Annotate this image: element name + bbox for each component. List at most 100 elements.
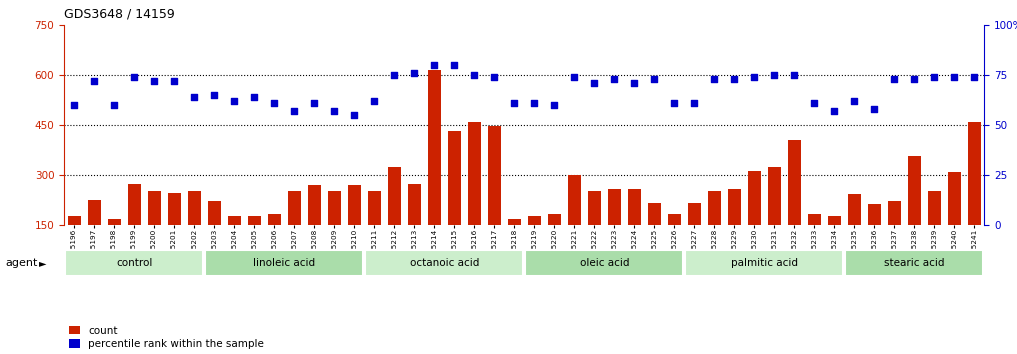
Text: linoleic acid: linoleic acid <box>253 258 315 268</box>
Point <box>126 74 142 80</box>
Bar <box>868 204 881 275</box>
Bar <box>687 203 701 275</box>
Point <box>806 100 823 105</box>
Point <box>246 94 262 99</box>
Point <box>346 112 362 118</box>
Bar <box>428 70 440 275</box>
Bar <box>108 219 121 275</box>
Bar <box>807 214 821 275</box>
Point <box>506 100 523 105</box>
Bar <box>348 185 361 275</box>
Point <box>946 74 962 80</box>
Bar <box>528 216 541 275</box>
Point <box>406 70 422 76</box>
Point <box>366 98 382 104</box>
Point <box>526 100 542 105</box>
Bar <box>365 250 524 275</box>
Bar <box>408 184 421 275</box>
Point <box>626 80 643 86</box>
Point <box>106 102 122 108</box>
Point <box>206 92 223 98</box>
Bar <box>728 189 740 275</box>
Text: GDS3648 / 14159: GDS3648 / 14159 <box>64 8 175 21</box>
Point <box>826 108 842 114</box>
Point <box>686 100 703 105</box>
Bar <box>65 250 203 275</box>
Point <box>766 72 782 78</box>
Point <box>786 72 802 78</box>
Text: ►: ► <box>39 258 46 268</box>
Bar <box>308 185 320 275</box>
Bar <box>288 192 301 275</box>
Point <box>706 76 722 82</box>
Point <box>326 108 343 114</box>
Point <box>466 72 482 78</box>
Bar <box>608 189 620 275</box>
Bar <box>488 126 500 275</box>
Point <box>746 74 763 80</box>
Bar <box>228 216 241 275</box>
Bar <box>685 250 843 275</box>
Text: agent: agent <box>5 258 38 268</box>
Point <box>906 76 922 82</box>
Point <box>486 74 502 80</box>
Text: oleic acid: oleic acid <box>580 258 630 268</box>
Point <box>586 80 602 86</box>
Text: octanoic acid: octanoic acid <box>410 258 479 268</box>
Point <box>646 76 662 82</box>
Point <box>566 74 583 80</box>
Bar <box>67 216 80 275</box>
Point <box>966 74 982 80</box>
Bar <box>668 214 680 275</box>
Bar <box>747 171 761 275</box>
Bar <box>548 214 560 275</box>
Bar <box>908 156 921 275</box>
Point <box>926 74 943 80</box>
Point <box>726 76 742 82</box>
Bar <box>567 175 581 275</box>
Bar <box>87 200 101 275</box>
Point <box>146 78 163 84</box>
Bar <box>368 192 380 275</box>
Point <box>66 102 82 108</box>
Bar <box>888 201 901 275</box>
Bar <box>387 167 401 275</box>
Point <box>666 100 682 105</box>
Bar <box>507 219 521 275</box>
Legend: count, percentile rank within the sample: count, percentile rank within the sample <box>69 326 263 349</box>
Bar <box>928 191 941 275</box>
Point <box>86 78 103 84</box>
Point <box>886 76 902 82</box>
Text: control: control <box>116 258 153 268</box>
Text: palmitic acid: palmitic acid <box>731 258 798 268</box>
Bar <box>447 131 461 275</box>
Point <box>446 62 463 68</box>
Bar <box>468 122 481 275</box>
Bar <box>267 214 281 275</box>
Bar <box>248 216 260 275</box>
Bar <box>588 191 601 275</box>
Bar <box>788 140 800 275</box>
Point <box>846 98 862 104</box>
Point <box>606 76 622 82</box>
Bar <box>708 191 721 275</box>
Point <box>426 62 442 68</box>
Bar <box>327 191 341 275</box>
Point <box>286 108 302 114</box>
Bar <box>848 194 861 275</box>
Bar <box>948 172 961 275</box>
Bar <box>768 167 781 275</box>
Bar <box>648 203 661 275</box>
Point <box>386 72 403 78</box>
Bar <box>205 250 363 275</box>
Point <box>546 102 562 108</box>
Point <box>866 106 883 112</box>
Bar <box>187 191 200 275</box>
Point <box>306 100 322 105</box>
Bar <box>147 191 161 275</box>
Text: stearic acid: stearic acid <box>884 258 945 268</box>
Point <box>186 94 202 99</box>
Point <box>266 100 283 105</box>
Point <box>166 78 182 84</box>
Bar <box>968 122 981 275</box>
